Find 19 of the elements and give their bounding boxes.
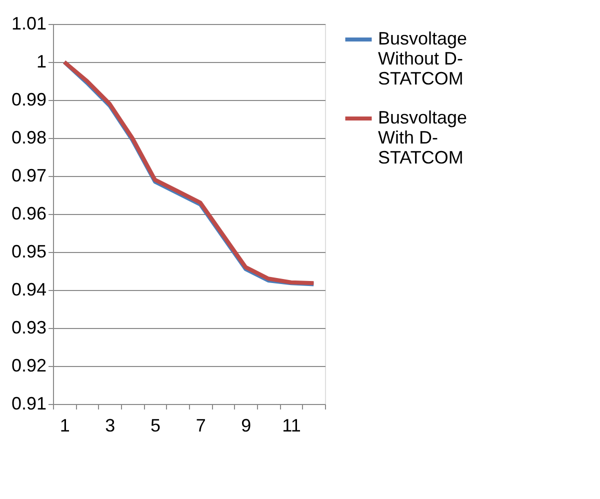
y-tick-label: 0.94: [11, 280, 46, 300]
x-tick-label: 9: [241, 416, 252, 436]
legend-label: Busvoltage With D-STATCOM: [378, 108, 468, 168]
x-tick-label: 5: [150, 416, 161, 436]
x-tick-label: 7: [196, 416, 206, 436]
legend-label: Busvoltage Without D-STATCOM: [378, 28, 468, 88]
y-tick-label: 1: [36, 52, 46, 72]
x-tick-label: 11: [282, 416, 301, 436]
y-tick-label: 0.92: [11, 356, 46, 376]
y-tick-label: 0.91: [11, 394, 46, 414]
y-tick-label: 0.99: [11, 90, 46, 110]
x-tick-label: 3: [105, 416, 116, 436]
y-tick-label: 0.93: [11, 318, 46, 338]
y-tick-label: 1.01: [11, 14, 46, 34]
y-tick-label: 0.96: [11, 204, 46, 224]
y-tick-label: 0.95: [11, 242, 46, 262]
y-tick-label: 0.98: [11, 128, 46, 148]
x-tick-label: 1: [60, 416, 70, 436]
y-tick-label: 0.97: [11, 166, 46, 186]
